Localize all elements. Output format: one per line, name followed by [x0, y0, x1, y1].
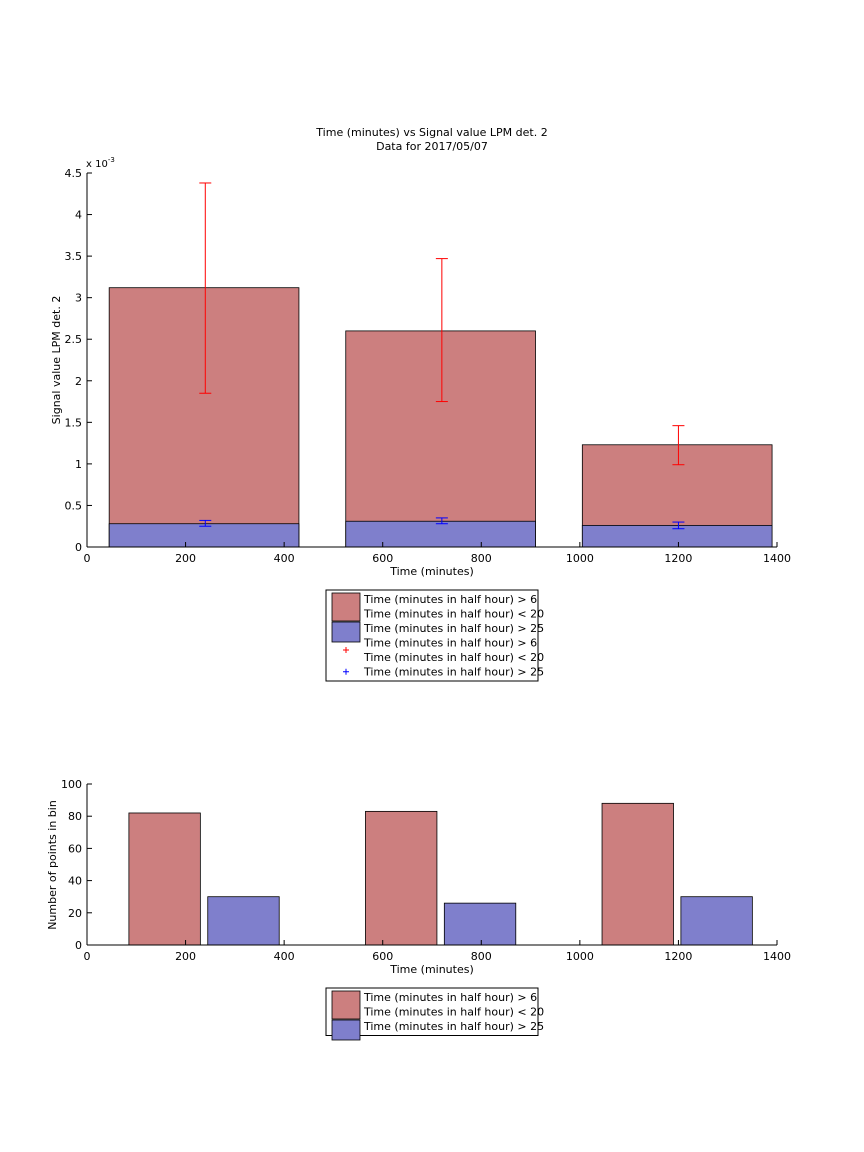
bar	[365, 810, 438, 946]
y-tick-label: 4.5	[65, 167, 83, 180]
bar	[680, 896, 753, 946]
y-tick-label: 0	[75, 541, 82, 554]
y-tick-label: 80	[68, 810, 82, 823]
y-tick-label: 3.5	[65, 250, 83, 263]
y-tick-label: 4	[75, 209, 82, 222]
legend-entry-label: Time (minutes in half hour) > 25	[363, 1020, 544, 1033]
x-tick-label: 800	[471, 950, 492, 963]
legend-swatch	[331, 1019, 361, 1041]
y-tick-label: 60	[68, 842, 82, 855]
y-tick-label: 1	[75, 458, 82, 471]
legend-entry-label: Time (minutes in half hour) > 25	[363, 622, 544, 635]
legend-swatch	[331, 592, 361, 622]
bar	[345, 330, 536, 548]
count-legend: Time (minutes in half hour) > 6 Time (min…	[325, 987, 544, 1041]
count-axes: 0 200 400 600 800 1000 1200 1400 0 20 40 60 80 100	[61, 778, 791, 963]
x-tick-label: 600	[372, 950, 393, 963]
bar	[601, 802, 674, 946]
legend-box	[325, 987, 539, 1036]
legend-entry-label: Time (minutes in half hour) < 20	[363, 651, 544, 664]
y-exponent-label: x 10-3	[86, 156, 115, 170]
y-tick-label: 20	[68, 907, 82, 920]
x-tick-label: 200	[175, 552, 196, 565]
bar	[207, 896, 280, 946]
legend-entry-label: Time (minutes in half hour) > 6	[363, 637, 537, 650]
x-tick-label: 1000	[566, 950, 594, 963]
bar	[108, 287, 300, 548]
y-tick-label: 3	[75, 292, 82, 305]
y-exponent-base: x 10	[86, 159, 108, 170]
x-tick-label: 1200	[664, 950, 692, 963]
y-tick-label: 100	[61, 778, 82, 791]
signal-axes: 0 200 400 600 800 1000 1200 1400 0 0.5 1 1.5 2 2.5 3 3.…	[65, 167, 792, 565]
legend-swatch	[331, 990, 361, 1020]
y-tick-label: 40	[68, 875, 82, 888]
x-tick-label: 400	[274, 950, 295, 963]
bar	[128, 812, 201, 946]
x-tick-label: 200	[175, 950, 196, 963]
y-axis-label: Signal value LPM det. 2	[50, 296, 63, 425]
x-tick-label: 400	[274, 552, 295, 565]
chart-subtitle: Data for 2017/05/07	[376, 140, 488, 153]
chart-title: Time (minutes) vs Signal value LPM det. …	[315, 126, 547, 139]
y-axis-label: Number of points in bin	[46, 800, 59, 930]
legend-swatch	[331, 621, 361, 643]
legend-entry-label: Time (minutes in half hour) > 6	[363, 593, 537, 606]
y-tick-label: 0.5	[65, 499, 83, 512]
legend-entry-label: Time (minutes in half hour) > 25	[363, 666, 544, 679]
x-tick-label: 1400	[763, 552, 791, 565]
y-tick-label: 0	[75, 939, 82, 952]
y-tick-label: 2.5	[65, 333, 83, 346]
signal-chart: Time (minutes) vs Signal value LPM det. …	[50, 126, 792, 682]
x-tick-label: 1000	[566, 552, 594, 565]
x-tick-label: 800	[471, 552, 492, 565]
x-axis-label: Time (minutes)	[389, 565, 474, 578]
x-tick-label: 600	[372, 552, 393, 565]
y-tick-label: 1.5	[65, 416, 83, 429]
bar	[443, 902, 517, 946]
x-tick-label: 0	[84, 552, 91, 565]
legend-entry-label: Time (minutes in half hour) < 20	[363, 608, 544, 621]
signal-error-bars	[199, 182, 685, 530]
x-tick-label: 0	[84, 950, 91, 963]
x-tick-label: 1400	[763, 950, 791, 963]
bar	[345, 520, 536, 548]
x-axis-label: Time (minutes)	[389, 963, 474, 976]
y-tick-label: 2	[75, 375, 82, 388]
bar	[108, 523, 300, 548]
count-bars	[128, 802, 753, 946]
legend-entry-label: Time (minutes in half hour) < 20	[363, 1006, 544, 1019]
legend-entry-label: Time (minutes in half hour) > 6	[363, 991, 537, 1004]
legend-box	[325, 589, 539, 682]
y-exponent-power: -3	[108, 156, 115, 164]
x-tick-label: 1200	[664, 552, 692, 565]
count-chart: Number of points in bin Time (minutes) 0…	[46, 778, 791, 1041]
signal-bars	[108, 287, 773, 548]
